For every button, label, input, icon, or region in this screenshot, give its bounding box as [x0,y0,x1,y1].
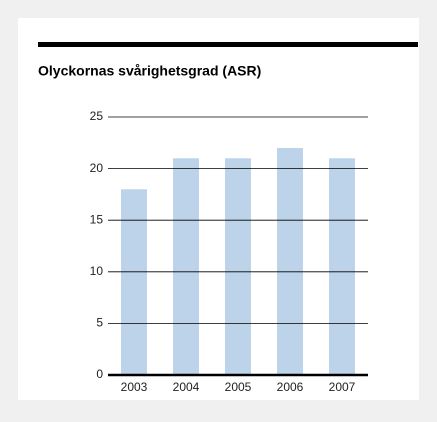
x-tick-label: 2006 [277,380,304,394]
y-tick-label: 15 [90,212,104,226]
bar [173,158,199,375]
bar [225,158,251,375]
bar [121,189,147,375]
y-tick-label: 25 [90,109,104,123]
x-tick-label: 2007 [329,380,356,394]
y-tick-label: 0 [96,367,103,381]
y-tick-label: 5 [96,316,103,330]
y-tick-label: 20 [90,161,104,175]
bar [277,147,303,375]
x-tick-label: 2003 [121,380,148,394]
chart-title: Olyckornas svårighetsgrad (ASR) [38,63,261,79]
x-tick-label: 2005 [225,380,252,394]
bar [329,158,355,375]
x-tick-label: 2004 [173,380,200,394]
y-tick-label: 10 [90,264,104,278]
top-rule [38,42,418,47]
